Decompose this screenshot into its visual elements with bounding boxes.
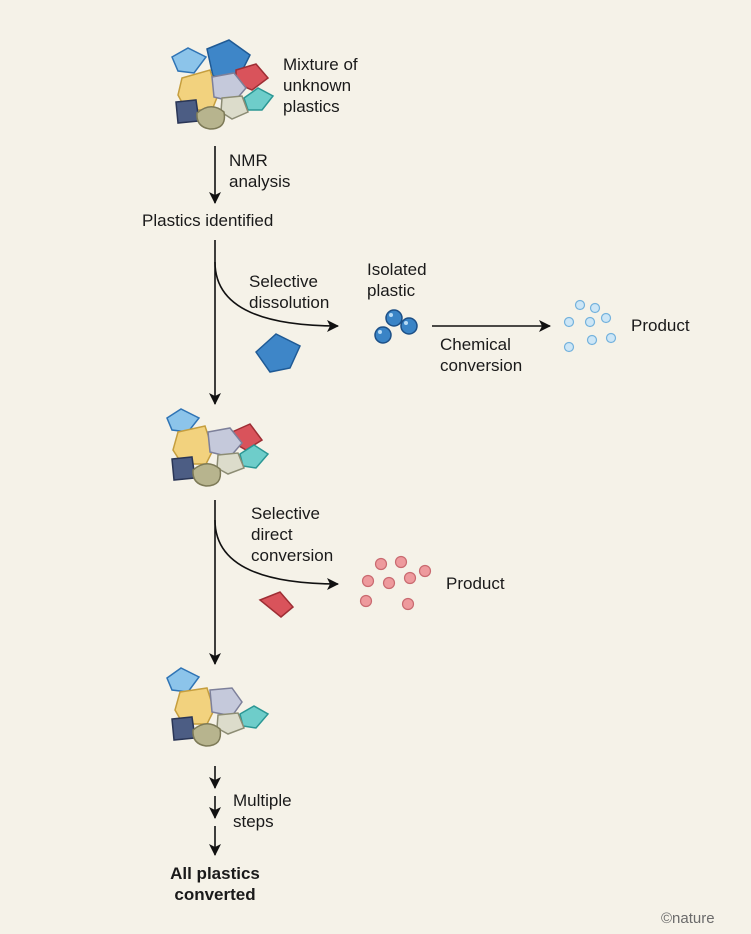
navy-plastic bbox=[171, 456, 196, 481]
product-pink-dots bbox=[359, 555, 432, 611]
product-blue-dots bbox=[563, 299, 617, 353]
plastic-pile-mixture bbox=[171, 39, 275, 130]
label-plastics-identified: Plastics identified bbox=[142, 211, 274, 230]
isolated-plastic-beads bbox=[374, 309, 418, 344]
nature-credit: ©nature bbox=[661, 910, 715, 927]
label-selective-direct-conversion: Selective direct conversion bbox=[251, 504, 334, 565]
label-all-plastics-converted: All plastics converted bbox=[170, 864, 260, 904]
label-product-2: Product bbox=[446, 574, 505, 593]
lavender-plastic bbox=[209, 687, 243, 717]
arrow-selective-direct-conversion bbox=[214, 519, 339, 590]
navy-plastic bbox=[175, 99, 200, 124]
beige-plastic bbox=[216, 452, 245, 475]
beige-plastic bbox=[216, 712, 245, 735]
olive-plastic bbox=[192, 723, 222, 747]
lavender-plastic bbox=[207, 427, 243, 458]
dissolved-blue-plastic bbox=[255, 333, 301, 373]
label-chemical-conversion: Chemical conversion bbox=[440, 335, 523, 375]
teal-plastic bbox=[243, 87, 275, 111]
plastic-pile-remaining-2 bbox=[166, 667, 270, 747]
converted-red-plastic bbox=[258, 591, 295, 618]
light-blue-plastic bbox=[166, 667, 201, 693]
teal-plastic bbox=[239, 705, 270, 729]
label-isolated-plastic: Isolated plastic bbox=[367, 260, 427, 300]
navy-plastic bbox=[171, 716, 196, 741]
olive-plastic bbox=[196, 106, 226, 130]
lavender-plastic bbox=[211, 72, 247, 103]
label-nmr-analysis: NMR analysis bbox=[229, 151, 291, 191]
label-multiple-steps: Multiple steps bbox=[233, 791, 292, 831]
label-selective-dissolution: Selective dissolution bbox=[249, 272, 330, 312]
label-product-1: Product bbox=[631, 316, 690, 335]
light-blue-plastic bbox=[171, 47, 208, 74]
label-mixture: Mixture of unknown plastics bbox=[283, 55, 358, 116]
plastic-pile-remaining-1 bbox=[166, 408, 270, 487]
arrow-selective-dissolution bbox=[214, 261, 339, 332]
light-blue-plastic bbox=[166, 408, 201, 433]
olive-plastic bbox=[192, 463, 222, 487]
